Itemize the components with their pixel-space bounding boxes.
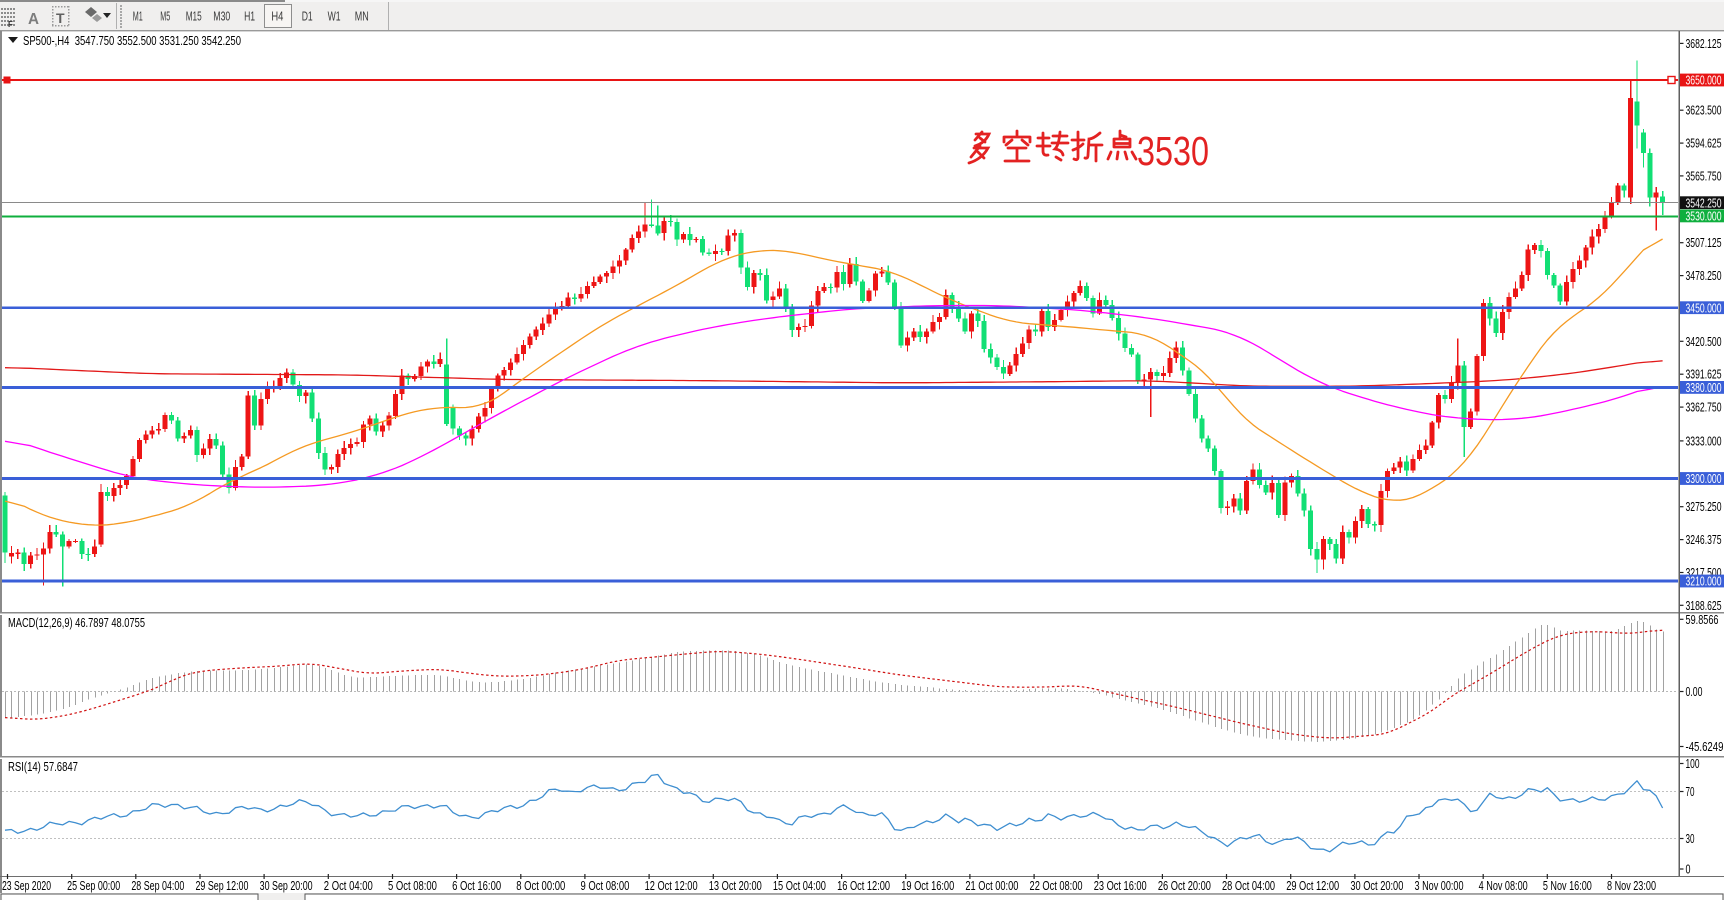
svg-text:T: T	[56, 10, 65, 26]
svg-text:2 Oct 04:00: 2 Oct 04:00	[324, 878, 373, 893]
svg-text:M1: M1	[133, 9, 143, 24]
svg-text:H1: H1	[244, 9, 255, 24]
svg-text:MN: MN	[355, 9, 369, 24]
svg-text:19 Oct 16:00: 19 Oct 16:00	[901, 878, 954, 893]
svg-text:3682.125: 3682.125	[1686, 36, 1722, 51]
svg-text:25 Sep 00:00: 25 Sep 00:00	[67, 878, 120, 893]
svg-text:9 Oct 08:00: 9 Oct 08:00	[580, 878, 629, 893]
svg-text:16 Oct 12:00: 16 Oct 12:00	[837, 878, 890, 893]
svg-text:3391.625: 3391.625	[1686, 367, 1722, 382]
svg-text:3188.625: 3188.625	[1686, 598, 1722, 613]
svg-text:5 Nov 16:00: 5 Nov 16:00	[1543, 878, 1592, 893]
svg-text:3594.625: 3594.625	[1686, 136, 1722, 151]
svg-text:22 Oct 08:00: 22 Oct 08:00	[1030, 878, 1083, 893]
svg-text:W1: W1	[328, 9, 341, 24]
svg-text:-45.6249: -45.6249	[1686, 739, 1724, 754]
svg-text:6 Oct 16:00: 6 Oct 16:00	[452, 878, 501, 893]
svg-text:3246.375: 3246.375	[1686, 532, 1722, 547]
svg-text:13 Oct 20:00: 13 Oct 20:00	[709, 878, 762, 893]
svg-text:M15: M15	[186, 9, 202, 24]
svg-text:59.8566: 59.8566	[1686, 612, 1719, 627]
svg-text:3380.000: 3380.000	[1686, 380, 1722, 395]
svg-text:8 Nov 23:00: 8 Nov 23:00	[1607, 878, 1656, 893]
svg-text:30 Sep 20:00: 30 Sep 20:00	[260, 878, 313, 893]
svg-text:12 Oct 12:00: 12 Oct 12:00	[645, 878, 698, 893]
svg-text:70: 70	[1686, 784, 1695, 799]
svg-text:M5: M5	[160, 9, 170, 24]
svg-text:3333.000: 3333.000	[1686, 433, 1722, 448]
svg-text:28 Sep 04:00: 28 Sep 04:00	[131, 878, 184, 893]
svg-text:3210.000: 3210.000	[1686, 574, 1722, 589]
svg-text:MACD(12,26,9) 46.7897 48.0755: MACD(12,26,9) 46.7897 48.0755	[8, 615, 145, 630]
svg-text:3507.125: 3507.125	[1686, 235, 1722, 250]
svg-text:23 Oct 16:00: 23 Oct 16:00	[1094, 878, 1147, 893]
svg-text:H4: H4	[271, 9, 283, 24]
svg-text:5 Oct 08:00: 5 Oct 08:00	[388, 878, 437, 893]
svg-text:29 Sep 12:00: 29 Sep 12:00	[195, 878, 248, 893]
svg-text:3420.500: 3420.500	[1686, 334, 1722, 349]
svg-text:D1: D1	[302, 9, 313, 24]
svg-text:3275.250: 3275.250	[1686, 499, 1722, 514]
svg-text:26 Oct 20:00: 26 Oct 20:00	[1158, 878, 1211, 893]
svg-text:3530: 3530	[1137, 128, 1209, 174]
svg-text:3623.500: 3623.500	[1686, 103, 1722, 118]
svg-text:29 Oct 12:00: 29 Oct 12:00	[1286, 878, 1339, 893]
svg-text:30: 30	[1686, 831, 1695, 846]
svg-text:3542.250: 3542.250	[1686, 195, 1722, 210]
svg-text:3362.750: 3362.750	[1686, 400, 1722, 415]
svg-text:30 Oct 20:00: 30 Oct 20:00	[1350, 878, 1403, 893]
svg-text:3478.250: 3478.250	[1686, 268, 1722, 283]
svg-text:3 Nov 00:00: 3 Nov 00:00	[1415, 878, 1464, 893]
svg-text:3565.750: 3565.750	[1686, 168, 1722, 183]
svg-text:3650.000: 3650.000	[1686, 73, 1722, 88]
svg-text:A: A	[28, 11, 39, 28]
svg-text:28 Oct 04:00: 28 Oct 04:00	[1222, 878, 1275, 893]
svg-text:SP500-,H4 3547.750 3552.500 3: SP500-,H4 3547.750 3552.500 3531.250 354…	[23, 33, 241, 48]
svg-text:21 Oct 00:00: 21 Oct 00:00	[965, 878, 1018, 893]
svg-text:F: F	[8, 20, 13, 29]
svg-text:8 Oct 00:00: 8 Oct 00:00	[516, 878, 565, 893]
svg-text:100: 100	[1686, 756, 1700, 771]
svg-text:RSI(14) 57.6847: RSI(14) 57.6847	[8, 759, 78, 774]
svg-text:3450.000: 3450.000	[1686, 300, 1722, 315]
svg-text:3530.000: 3530.000	[1686, 209, 1722, 224]
svg-text:3300.000: 3300.000	[1686, 471, 1722, 486]
svg-text:0: 0	[1686, 862, 1691, 877]
svg-text:15 Oct 04:00: 15 Oct 04:00	[773, 878, 826, 893]
svg-text:M30: M30	[213, 9, 230, 24]
svg-text:0.00: 0.00	[1686, 684, 1703, 699]
svg-text:23 Sep 2020: 23 Sep 2020	[2, 878, 51, 893]
svg-text:4 Nov 08:00: 4 Nov 08:00	[1479, 878, 1528, 893]
